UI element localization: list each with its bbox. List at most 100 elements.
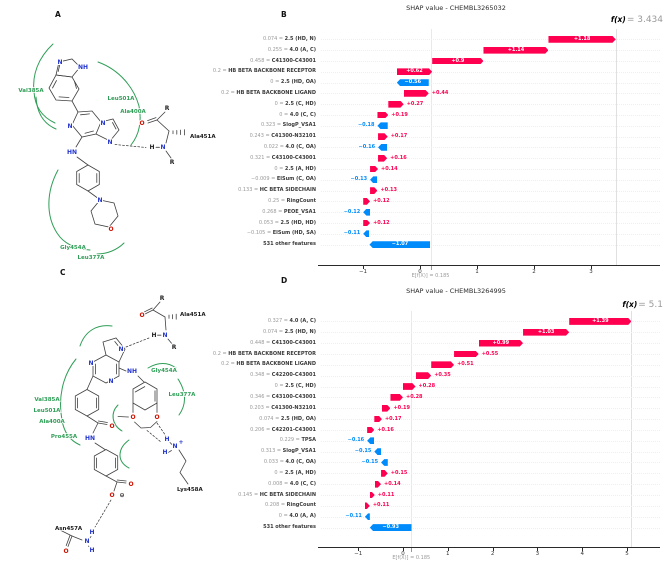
shap-value: +0.28 [406, 393, 423, 400]
feature-label: 0.243 = C41300-N32101 [249, 133, 316, 140]
row-gridline [321, 158, 660, 160]
x-tick [534, 266, 535, 269]
shap-value: −0.16 [358, 144, 376, 150]
contact-arc [33, 43, 56, 124]
feature-label: 0.268 = PEOE_VSA1 [262, 208, 316, 215]
atom-label: ⊖ [119, 492, 124, 499]
atom-label: O [108, 226, 113, 233]
feature-label: 0.321 = C43100-C43001 [250, 154, 316, 161]
shap-bar [370, 176, 378, 184]
x-tick-label: 3 [589, 268, 593, 275]
shap-bar [367, 427, 374, 434]
contact-arc [177, 378, 185, 416]
contact-arc [112, 404, 123, 432]
shap-value: −0.11 [345, 513, 362, 520]
shap-bar [388, 101, 403, 108]
hydrogen-bond [156, 422, 167, 437]
hydrogen-bond [94, 499, 112, 528]
x-tick-label: 0 [401, 550, 405, 557]
residue-label: Ala451A [180, 312, 206, 318]
row-gridline [321, 190, 660, 192]
shap-bar [377, 122, 388, 130]
shap-value: +0.16 [390, 154, 407, 161]
atom-label: N [160, 144, 165, 151]
shap-bar [375, 481, 381, 488]
contact-arc [48, 169, 91, 251]
atom-label: N [67, 123, 72, 130]
shap-bar [370, 492, 375, 499]
row-gridline [321, 321, 660, 323]
base-value-tick [411, 548, 413, 552]
shap-bar: +0.99 [479, 340, 523, 347]
residue-label: Asn457A [55, 526, 83, 532]
atom-label: + [178, 439, 183, 446]
panel-d-label: D [281, 276, 288, 285]
shap-bar [416, 372, 432, 379]
row-gridline [321, 386, 660, 388]
x-tick [492, 548, 494, 551]
feature-label: 0.2 = HB BETA BACKBONE LIGAND [221, 90, 316, 96]
shap-bar [363, 208, 371, 216]
fx-value: = 3.434 [626, 15, 663, 25]
shap-value: +0.9 [451, 57, 465, 64]
atom-label: N [118, 346, 123, 353]
shap-bar: −1.07 [369, 241, 431, 248]
x-tick [627, 548, 628, 551]
base-value-label: E[f(X)] = 0.185 [392, 555, 431, 561]
feature-label: 0.229 = TPSA [279, 437, 316, 444]
row-gridline [321, 473, 660, 475]
shap-value: −1.07 [391, 241, 409, 248]
x-tick-label: 0 [418, 268, 422, 275]
x-tick [420, 266, 421, 269]
row-gridline [321, 212, 660, 214]
chart-title: SHAP value - CHEMBL3265032 [406, 4, 506, 12]
feature-label: 0.053 = 2.5 (HD, HD) [258, 219, 316, 226]
shap-value: +0.14 [384, 480, 401, 487]
feature-label: 531 other features [263, 524, 316, 531]
shap-value: −0.15 [361, 459, 379, 466]
residue-label: Lys458A [177, 487, 203, 493]
atom-label: H [149, 144, 154, 151]
row-gridline [321, 484, 660, 486]
contact-arc [60, 358, 81, 446]
contact-arc [97, 61, 141, 146]
residue-label: Ala451A [190, 134, 216, 140]
row-gridline [321, 244, 660, 246]
feature-label: 0 = 2.5 (C, HD) [274, 383, 316, 390]
x-tick-label: 5 [625, 550, 629, 557]
row-gridline [321, 397, 660, 399]
x-tick [591, 266, 592, 269]
molecule-a: N NH N N N HN N O R O H N R Val385A Leu5… [18, 43, 217, 262]
panel-c-label: C [60, 268, 66, 277]
row-gridline [321, 505, 660, 507]
base-value-tick [430, 266, 432, 270]
shap-value: +0.14 [381, 165, 398, 172]
x-tick-label: −1 [354, 550, 363, 557]
fx-annotation: f(x)= 5.1 [480, 292, 663, 311]
x-tick-label: 1 [475, 268, 479, 275]
feature-label: 0 = 2.5 (A, HD) [274, 469, 316, 476]
fx-line [615, 29, 617, 265]
row-gridline [321, 169, 660, 170]
atom-label: R [172, 344, 177, 351]
row-gridline [321, 332, 660, 334]
x-axis [318, 547, 660, 548]
shap-value: +0.27 [406, 100, 424, 107]
shap-value: +0.16 [377, 426, 394, 433]
base-value-label: E[f(X)] = 0.185 [411, 273, 450, 279]
atom-label: R [170, 159, 175, 166]
row-gridline [321, 408, 660, 410]
feature-label: 0.074 = 2.5 (HD, N) [262, 36, 316, 42]
shap-value: −0.18 [357, 122, 375, 129]
atom-label: H [151, 332, 156, 339]
row-gridline [321, 179, 660, 181]
shap-bar: +0.9 [432, 58, 483, 65]
row-gridline [321, 527, 660, 529]
row-gridline [321, 353, 660, 355]
contact-arc [79, 325, 113, 347]
atom-label: O [139, 120, 144, 127]
atom-label: N [97, 197, 102, 204]
atom-label: NH [127, 368, 137, 375]
atom-label: O [63, 548, 68, 555]
row-gridline [321, 115, 660, 116]
